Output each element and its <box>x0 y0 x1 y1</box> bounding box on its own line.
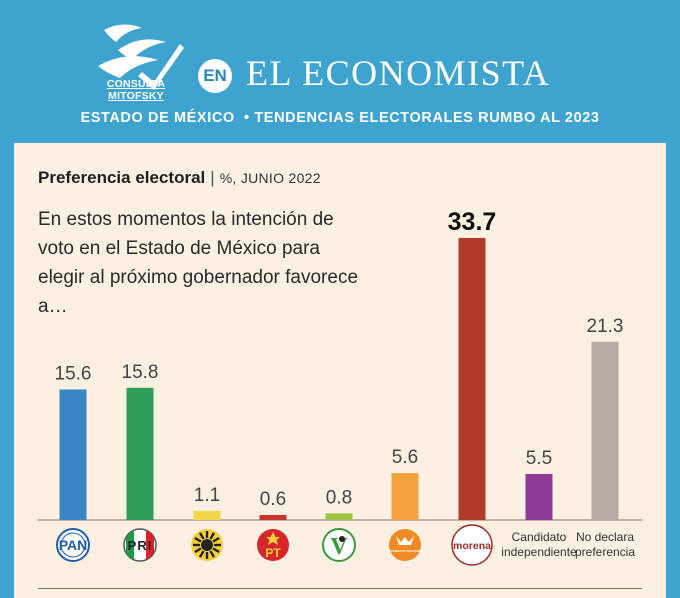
bar-1 <box>126 387 154 520</box>
header-banner: CONSULTA MITOFSKY EN EL ECONOMISTA ESTAD… <box>0 0 680 143</box>
bar-8 <box>591 341 619 520</box>
category-label-7-0: Candidato <box>512 530 567 544</box>
bar-3 <box>259 514 287 520</box>
svg-text:morena: morena <box>453 540 491 552</box>
svg-text:PT: PT <box>265 546 281 560</box>
header-subtitle: ESTADO DE MÉXICO • TENDENCIAS ELECTORALE… <box>80 110 600 126</box>
chart-question: En estos momentos la intención de voto e… <box>38 209 359 317</box>
chart-title-row: Preferencia electoral |%, JUNIO 2022 <box>38 168 321 188</box>
bar-5 <box>391 473 419 520</box>
value-label-6: 33.7 <box>448 208 497 236</box>
chart-panel <box>14 143 666 598</box>
category-label-8-0: No declara <box>576 530 634 544</box>
bottom-rule <box>38 588 642 589</box>
en-badge: EN <box>198 59 232 93</box>
prd-logo-icon <box>191 529 223 561</box>
mitofsky-logo-icon <box>98 24 184 90</box>
svg-text:PRI: PRI <box>128 538 153 553</box>
pan-logo-icon: PAN <box>56 528 90 562</box>
value-label-8: 21.3 <box>587 316 624 337</box>
bar-2 <box>193 510 221 520</box>
value-label-5: 5.6 <box>392 447 418 468</box>
bar-0 <box>59 389 87 520</box>
value-label-2: 1.1 <box>194 485 220 506</box>
bar-6 <box>458 238 486 520</box>
chart-title: Preferencia electoral <box>38 168 206 187</box>
chart-unit-label: %, JUNIO 2022 <box>219 170 321 186</box>
pt-logo-icon: PT <box>257 529 289 561</box>
mitofsky-logo-text: CONSULTA MITOFSKY <box>106 78 166 102</box>
pvem-logo-icon: V <box>322 528 356 562</box>
category-label-8-1: preferencia <box>575 545 635 559</box>
morena-logo-icon: morena <box>451 524 493 566</box>
value-label-3: 0.6 <box>260 489 286 510</box>
svg-text:PAN: PAN <box>59 537 88 553</box>
pri-logo-icon: PRI <box>123 528 157 562</box>
svg-text:MOVIMIENTO CIUDADANO: MOVIMIENTO CIUDADANO <box>388 549 421 553</box>
title-separator: | <box>210 168 215 187</box>
bar-7 <box>525 473 553 520</box>
movimiento-ciudadano-logo-icon: MOVIMIENTO CIUDADANO <box>388 529 422 561</box>
category-label-7-1: independiente <box>501 545 577 559</box>
value-label-4: 0.8 <box>326 487 352 508</box>
value-label-0: 15.6 <box>55 363 92 384</box>
value-label-1: 15.8 <box>122 362 159 383</box>
value-label-7: 5.5 <box>526 448 552 469</box>
publication-name: EL ECONOMISTA <box>246 53 551 93</box>
bar-4 <box>325 513 353 520</box>
